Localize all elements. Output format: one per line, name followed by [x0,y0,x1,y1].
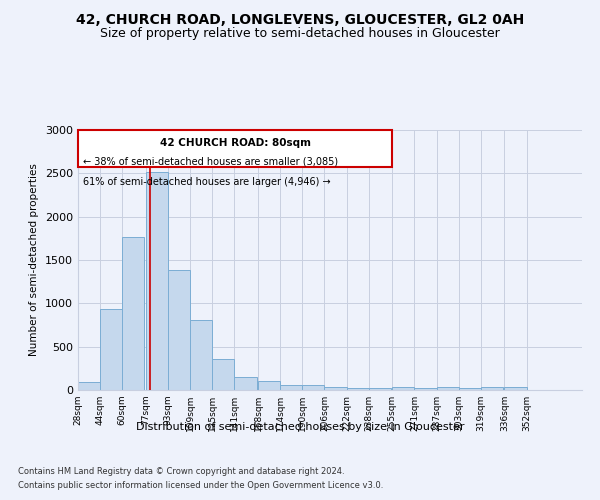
Text: 42 CHURCH ROAD: 80sqm: 42 CHURCH ROAD: 80sqm [160,138,311,148]
Bar [481,388,503,390]
Text: 61% of semi-detached houses are larger (4,946) →: 61% of semi-detached houses are larger (… [83,177,331,187]
Text: Contains HM Land Registry data © Crown copyright and database right 2024.: Contains HM Land Registry data © Crown c… [18,468,344,476]
Bar [212,359,235,390]
Bar [415,388,437,390]
Text: Distribution of semi-detached houses by size in Gloucester: Distribution of semi-detached houses by … [136,422,464,432]
Bar [190,320,212,390]
Bar [100,309,122,390]
Bar [347,388,369,390]
Bar [369,388,391,390]
Bar [392,388,415,390]
Bar [505,388,527,390]
Bar [168,270,190,390]
Text: Size of property relative to semi-detached houses in Gloucester: Size of property relative to semi-detach… [100,28,500,40]
Bar [122,238,145,390]
Text: Contains public sector information licensed under the Open Government Licence v3: Contains public sector information licen… [18,481,383,490]
Bar [302,385,325,390]
Bar [459,388,481,390]
Bar [325,387,347,390]
Bar [235,376,257,390]
Bar [258,382,280,390]
Text: 42, CHURCH ROAD, LONGLEVENS, GLOUCESTER, GL2 0AH: 42, CHURCH ROAD, LONGLEVENS, GLOUCESTER,… [76,12,524,26]
Bar [437,388,459,390]
Bar [146,172,168,390]
Y-axis label: Number of semi-detached properties: Number of semi-detached properties [29,164,40,356]
FancyBboxPatch shape [78,130,392,168]
Bar [78,382,100,390]
Text: ← 38% of semi-detached houses are smaller (3,085): ← 38% of semi-detached houses are smalle… [83,156,338,166]
Bar [280,385,302,390]
